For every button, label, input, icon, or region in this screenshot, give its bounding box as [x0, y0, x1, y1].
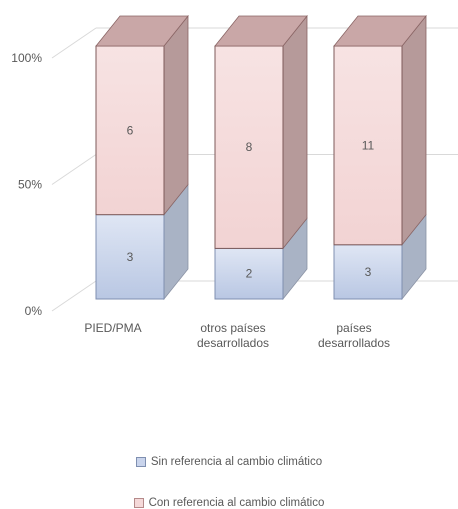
bar-segment-sin-referencia — [214, 247, 284, 300]
bar-side-con-referencia — [282, 14, 308, 250]
data-label-sin-referencia: 3 — [127, 250, 134, 264]
gridline-diagonal — [51, 280, 97, 312]
bar-side-con-referencia — [401, 14, 427, 246]
bar-segment-con-referencia — [333, 45, 403, 246]
bar-segment-sin-referencia — [333, 244, 403, 300]
bar-side-con-referencia — [163, 14, 189, 216]
y-axis-ticks: 0% 50% 100% — [11, 51, 42, 318]
data-label-con-referencia: 6 — [127, 123, 134, 137]
gridline-diagonal — [51, 154, 97, 185]
bar-top — [333, 15, 427, 47]
x-category-label: otros países desarrollados — [197, 321, 269, 350]
y-tick-label: 50% — [18, 178, 42, 192]
gridline-diagonal — [51, 27, 97, 59]
legend-swatch-sin-referencia — [135, 457, 146, 467]
bar-top — [95, 15, 189, 47]
data-label-sin-referencia: 2 — [246, 267, 253, 281]
bar-segment-con-referencia — [214, 45, 284, 249]
data-label-con-referencia: 8 — [246, 140, 253, 154]
bars: 3 6 2 8 3 11 — [95, 14, 427, 301]
legend-item-sin-referencia: Sin referencia al cambio climático — [0, 456, 458, 468]
x-category-label: PIED/PMA — [84, 321, 141, 335]
legend-label-con-referencia: Con referencia al cambio climático — [148, 497, 325, 509]
data-label-con-referencia: 11 — [362, 138, 375, 152]
x-category-label: países desarrollados — [318, 321, 390, 350]
legend-item-con-referencia: Con referencia al cambio climático — [0, 497, 458, 509]
legend-swatch-con-referencia — [133, 498, 144, 508]
bar-segment-con-referencia — [95, 45, 165, 216]
legend-label-sin-referencia: Sin referencia al cambio climático — [150, 456, 323, 468]
y-tick-label: 0% — [25, 304, 43, 318]
data-label-sin-referencia: 3 — [365, 265, 372, 279]
bar-top — [214, 15, 308, 47]
y-tick-label: 100% — [11, 51, 42, 65]
x-axis-categories: PIED/PMA otros países desarrollados países d… — [84, 321, 390, 350]
